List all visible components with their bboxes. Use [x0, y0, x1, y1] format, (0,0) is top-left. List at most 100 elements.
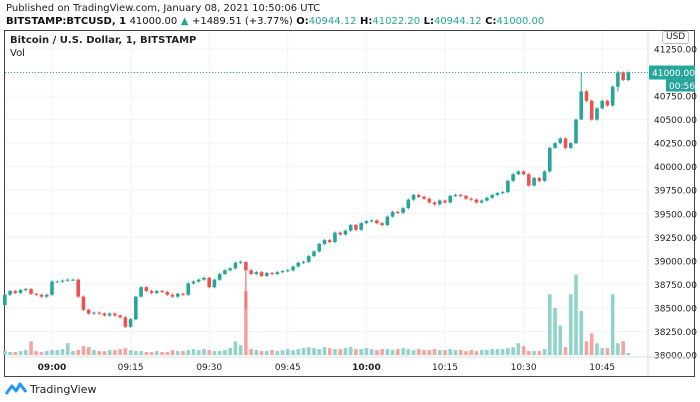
- candle-body: [8, 290, 12, 295]
- volume-bar: [13, 352, 18, 355]
- countdown-badge: [666, 79, 695, 92]
- volume-bar: [605, 348, 610, 355]
- candle-body: [390, 211, 395, 217]
- volume-bar: [553, 307, 557, 355]
- volume-bar: [364, 348, 369, 355]
- volume-bar: [102, 351, 107, 355]
- series-legend: Bitcoin / U.S. Dollar, 1, BITSTAMP: [10, 35, 197, 46]
- volume-bar: [327, 348, 332, 355]
- volume-bar: [39, 352, 44, 355]
- candle-body: [76, 279, 80, 297]
- volume-bar: [600, 348, 604, 355]
- candle-body: [92, 312, 96, 314]
- volume-bar: [348, 347, 353, 355]
- y-tick-label: 39000.00: [654, 257, 697, 267]
- candle-body: [422, 196, 426, 199]
- y-tick-label: 40000.00: [654, 163, 697, 173]
- volume-bar: [479, 350, 484, 355]
- candle-body: [589, 100, 594, 120]
- volume-bar: [86, 347, 91, 355]
- currency-button[interactable]: USD: [662, 31, 690, 44]
- y-tick-label: 38750.00: [654, 281, 697, 291]
- last-price-label: 41000.00: [652, 69, 695, 79]
- candle-body: [306, 256, 311, 262]
- volume-bar: [228, 348, 232, 355]
- y-tick-label: 39250.00: [654, 234, 697, 244]
- volume-bar: [217, 351, 222, 355]
- volume-bar: [495, 349, 500, 355]
- volume-bar: [621, 341, 625, 355]
- candle-body: [55, 281, 60, 283]
- close-value: 41000.00: [496, 16, 545, 27]
- candle-body: [327, 240, 332, 243]
- candle-body: [275, 272, 280, 275]
- candle-body: [202, 277, 206, 280]
- volume-bar: [55, 350, 60, 355]
- candle-body: [118, 315, 122, 318]
- candle-body: [411, 194, 416, 200]
- candle-body: [170, 294, 175, 297]
- candle-body: [401, 208, 405, 213]
- x-tick-label: 10:45: [589, 363, 615, 373]
- volume-bar: [191, 349, 196, 355]
- candle-body: [280, 271, 285, 273]
- volume-bar: [490, 349, 494, 355]
- candle-body: [453, 194, 458, 196]
- volume-bar: [417, 349, 421, 355]
- tradingview-logo-icon: [5, 382, 27, 395]
- volume-bar: [485, 350, 489, 355]
- volume-bar: [81, 346, 86, 355]
- candle-body: [621, 72, 625, 81]
- volume-bar: [338, 349, 342, 355]
- volume-bar: [406, 349, 411, 355]
- volume-bar: [595, 343, 599, 355]
- volume-bar: [207, 350, 211, 355]
- volume-bar: [60, 349, 65, 355]
- volume-bar: [181, 351, 185, 355]
- candle-body: [160, 290, 164, 292]
- candle-body: [584, 91, 589, 101]
- candle-body: [364, 221, 369, 224]
- volume-bar: [369, 349, 374, 355]
- y-tick-label: 39750.00: [654, 187, 697, 197]
- candle-body: [196, 279, 201, 282]
- volume-bar: [296, 349, 301, 355]
- low-label: L:: [423, 16, 434, 27]
- volume-bar: [286, 349, 290, 355]
- volume-bar: [537, 351, 542, 355]
- candle-body: [521, 171, 526, 175]
- candle-body: [469, 198, 473, 200]
- candle-body: [558, 138, 563, 144]
- candle-body: [317, 243, 322, 252]
- volume-bar: [306, 347, 311, 355]
- volume-bar: [254, 350, 259, 355]
- up-arrow-icon: ▲: [180, 16, 189, 27]
- x-tick-label: 10:15: [432, 363, 458, 373]
- volume-bar: [301, 348, 306, 355]
- volume-bar: [411, 350, 416, 355]
- candle-body: [616, 72, 620, 87]
- open-label: O:: [296, 16, 309, 27]
- x-tick-label: 09:15: [118, 363, 144, 373]
- candle-body: [532, 177, 536, 186]
- high-value: 41022.20: [372, 16, 421, 27]
- volume-bar: [333, 349, 337, 355]
- volume-bar: [610, 294, 615, 355]
- candle-body: [24, 289, 28, 291]
- candle-body: [259, 272, 264, 276]
- candle-body: [511, 174, 515, 181]
- volume-bar: [453, 350, 458, 355]
- candle-body: [516, 171, 521, 175]
- candle-body: [417, 194, 421, 197]
- candle-body: [427, 198, 432, 203]
- candle-body: [296, 262, 301, 267]
- candle-body: [301, 261, 306, 263]
- candle-body: [605, 100, 610, 106]
- volume-bar: [375, 350, 379, 355]
- symbol: BITSTAMP:BTCUSD, 1: [6, 16, 127, 27]
- candle-body: [155, 290, 159, 293]
- volume-bar: [18, 351, 23, 355]
- y-tick-label: 38250.00: [654, 328, 697, 338]
- candle-body: [86, 309, 91, 314]
